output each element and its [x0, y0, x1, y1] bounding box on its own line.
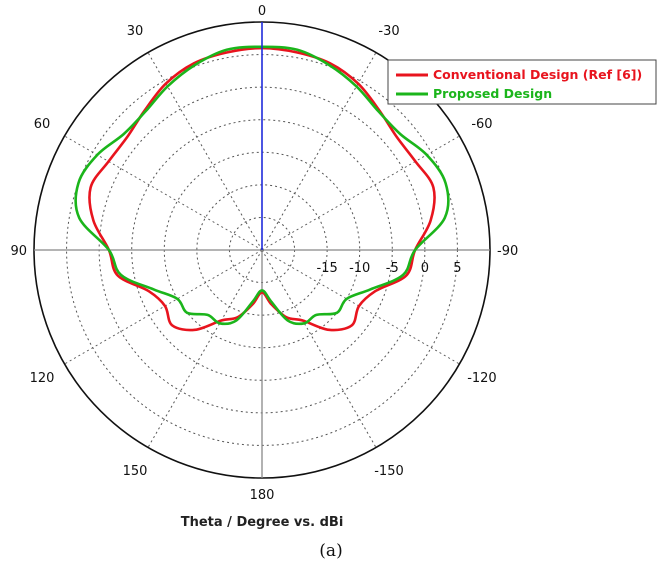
angle-tick-label: -120: [467, 371, 497, 386]
series-line-1: [74, 45, 450, 326]
spoke-line: [261, 52, 377, 251]
radial-tick-label: -15: [317, 261, 338, 276]
spoke-line: [147, 249, 263, 448]
angle-tick-label: 150: [123, 464, 148, 479]
angle-tick-label: 30: [127, 24, 144, 39]
angle-tick-label: 180: [250, 488, 275, 503]
spoke-line: [147, 52, 263, 251]
angle-tick-label: -90: [497, 244, 518, 259]
radial-tick-label: -10: [349, 261, 370, 276]
spoke-line: [261, 249, 460, 365]
tick-labels: 0 -30 -60 -90 -120 -150 180 150 120 90 60 30 -15 -10 -…: [10, 4, 518, 503]
spoke-line: [64, 135, 263, 251]
series-line-0: [88, 46, 436, 332]
spoke-line: [261, 249, 377, 448]
spoke-line: [261, 135, 460, 251]
legend-box: [387, 59, 657, 105]
radial-tick-label: -5: [386, 261, 399, 276]
figure-caption: (a): [319, 541, 342, 561]
angle-tick-label: -60: [471, 117, 492, 132]
spoke-line: [64, 249, 263, 365]
legend-label-proposed: Proposed Design: [433, 86, 552, 101]
series-lines: [74, 22, 450, 332]
radial-tick-label: 5: [453, 261, 461, 276]
legend-label-conventional: Conventional Design (Ref [6]): [433, 67, 642, 82]
angle-tick-label: 60: [34, 117, 51, 132]
legend: Conventional Design (Ref [6]) Proposed D…: [387, 59, 657, 105]
angle-tick-label: -30: [378, 24, 399, 39]
angle-tick-label: -150: [374, 464, 404, 479]
angle-tick-label: 90: [10, 244, 27, 259]
angle-tick-label: 120: [30, 371, 55, 386]
x-axis-label: Theta / Degree vs. dBi: [181, 515, 344, 530]
radial-tick-label: 0: [421, 261, 429, 276]
angle-tick-label: 0: [258, 4, 266, 19]
